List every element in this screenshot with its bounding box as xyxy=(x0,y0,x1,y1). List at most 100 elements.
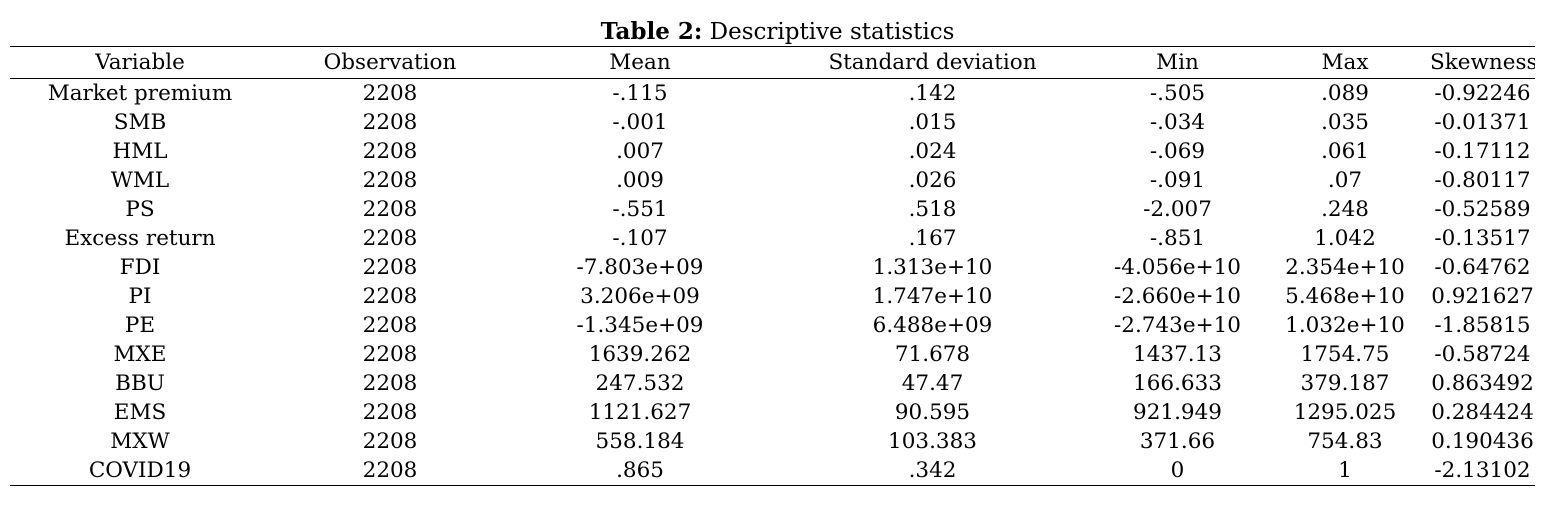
cell-skewness: 0.190436 xyxy=(1431,429,1534,454)
cell-mean: -.115 xyxy=(612,81,668,106)
cell-max: .089 xyxy=(1321,81,1369,106)
cell-skewness: -0.80117 xyxy=(1434,168,1531,193)
cell-skewness: -0.17112 xyxy=(1434,139,1531,164)
cell-min: 166.633 xyxy=(1133,371,1222,396)
cell-mean: -.001 xyxy=(612,110,668,135)
cell-variable: MXE xyxy=(113,342,167,367)
cell-mean: -.107 xyxy=(612,226,668,251)
cell-max: .248 xyxy=(1321,197,1369,222)
cell-skewness: -0.92246 xyxy=(1434,81,1531,106)
cell-observation: 2208 xyxy=(362,226,418,251)
header-skewness: Skewness xyxy=(1430,50,1535,75)
cell-standard-deviation: 1.747e+10 xyxy=(872,284,993,309)
cell-standard-deviation: 103.383 xyxy=(888,429,977,454)
cell-min: 371.66 xyxy=(1139,429,1216,454)
table-caption: Table 2: Descriptive statistics xyxy=(0,16,1555,48)
cell-min: -2.743e+10 xyxy=(1114,313,1241,338)
table-row: HML 2208 .007 .024 -.069 .061 -0.17112 xyxy=(10,137,1535,166)
descriptive-statistics-table: Variable Observation Mean Standard devia… xyxy=(10,46,1535,486)
cell-variable: BBU xyxy=(115,371,165,396)
cell-max: 379.187 xyxy=(1300,371,1390,396)
cell-min: -4.056e+10 xyxy=(1114,255,1241,280)
cell-variable: PS xyxy=(125,197,155,222)
cell-min: -.034 xyxy=(1149,110,1206,135)
cell-variable: SMB xyxy=(113,110,167,135)
cell-observation: 2208 xyxy=(362,197,418,222)
cell-skewness: -0.58724 xyxy=(1434,342,1531,367)
cell-min: -.069 xyxy=(1149,139,1206,164)
cell-max: .07 xyxy=(1327,168,1363,193)
header-variable: Variable xyxy=(95,50,185,75)
cell-skewness: -2.13102 xyxy=(1434,458,1531,483)
cell-standard-deviation: 47.47 xyxy=(901,371,964,396)
cell-mean: 558.184 xyxy=(595,429,685,454)
table-row: BBU 2208 247.532 47.47 166.633 379.187 0.86349… xyxy=(10,369,1535,398)
cell-standard-deviation: .167 xyxy=(908,226,957,251)
cell-min: 921.949 xyxy=(1133,400,1222,425)
table-row: MXW 2208 558.184 103.383 371.66 754.83 0.19043… xyxy=(10,427,1535,456)
cell-observation: 2208 xyxy=(362,110,418,135)
cell-max: 1.042 xyxy=(1314,226,1376,251)
header-row: Variable Observation Mean Standard devia… xyxy=(10,46,1535,79)
header-max: Max xyxy=(1321,50,1369,75)
cell-max: 754.83 xyxy=(1307,429,1383,454)
cell-observation: 2208 xyxy=(362,371,418,396)
cell-mean: .865 xyxy=(616,458,664,483)
cell-skewness: 0.863492 xyxy=(1431,371,1534,396)
cell-standard-deviation: .026 xyxy=(908,168,957,193)
cell-min: 1437.13 xyxy=(1133,342,1222,367)
caption-label: Table 2: xyxy=(600,18,703,45)
cell-mean: 1639.262 xyxy=(588,342,692,367)
header-mean: Mean xyxy=(609,50,671,75)
cell-standard-deviation: 6.488e+09 xyxy=(872,313,993,338)
cell-variable: MXW xyxy=(110,429,170,454)
cell-standard-deviation: .342 xyxy=(908,458,957,483)
cell-variable: COVID19 xyxy=(88,458,192,483)
table-row: PE 2208 -1.345e+09 6.488e+09 -2.743e+10 1.032… xyxy=(10,311,1535,340)
table-row: Excess return 2208 -.107 .167 -.851 1.042 -0.1… xyxy=(10,224,1535,253)
cell-min: -.851 xyxy=(1149,226,1206,251)
cell-variable: Market premium xyxy=(47,81,233,106)
cell-max: .035 xyxy=(1321,110,1369,135)
cell-min: 0 xyxy=(1170,458,1185,483)
table-row: PI 2208 3.206e+09 1.747e+10 -2.660e+10 5.468e… xyxy=(10,282,1535,311)
cell-variable: FDI xyxy=(119,255,161,280)
table-row: SMB 2208 -.001 .015 -.034 .035 -0.01371 xyxy=(10,108,1535,137)
table-row: EMS 2208 1121.627 90.595 921.949 1295.025 0.28… xyxy=(10,398,1535,427)
cell-max: .061 xyxy=(1321,139,1369,164)
cell-variable: PE xyxy=(124,313,156,338)
cell-mean: 3.206e+09 xyxy=(580,284,700,309)
cell-max: 2.354e+10 xyxy=(1285,255,1405,280)
cell-observation: 2208 xyxy=(362,313,418,338)
cell-min: -.091 xyxy=(1149,168,1206,193)
cell-mean: .007 xyxy=(616,139,664,164)
cell-skewness: 0.284424 xyxy=(1431,400,1534,425)
table-row: FDI 2208 -7.803e+09 1.313e+10 -4.056e+10 2.35… xyxy=(10,253,1535,282)
cell-skewness: -0.64762 xyxy=(1434,255,1531,280)
cell-mean: .009 xyxy=(616,168,664,193)
cell-observation: 2208 xyxy=(362,342,418,367)
cell-standard-deviation: .518 xyxy=(908,197,957,222)
cell-observation: 2208 xyxy=(362,429,418,454)
cell-variable: HML xyxy=(112,139,168,164)
cell-standard-deviation: .024 xyxy=(908,139,957,164)
cell-skewness: 0.921627 xyxy=(1431,284,1534,309)
cell-max: 1.032e+10 xyxy=(1285,313,1405,338)
cell-mean: 1121.627 xyxy=(588,400,692,425)
cell-observation: 2208 xyxy=(362,255,418,280)
table-row: Market premium 2208 -.115 .142 -.505 .089 -0.9… xyxy=(10,79,1535,109)
table-body: Market premium 2208 -.115 .142 -.505 .089 -0.9… xyxy=(10,79,1535,486)
cell-max: 1754.75 xyxy=(1300,342,1390,367)
cell-variable: Excess return xyxy=(64,226,216,251)
cell-mean: 247.532 xyxy=(595,371,685,396)
cell-mean: -7.803e+09 xyxy=(576,255,704,280)
header-observation: Observation xyxy=(323,50,457,75)
cell-variable: EMS xyxy=(113,400,167,425)
table-row: COVID19 2208 .865 .342 0 1 -2.13102 xyxy=(10,456,1535,486)
header-standard-deviation: Standard deviation xyxy=(828,50,1037,75)
cell-observation: 2208 xyxy=(362,458,418,483)
cell-observation: 2208 xyxy=(362,139,418,164)
cell-standard-deviation: 1.313e+10 xyxy=(872,255,993,280)
cell-mean: -.551 xyxy=(612,197,668,222)
cell-standard-deviation: 90.595 xyxy=(894,400,971,425)
